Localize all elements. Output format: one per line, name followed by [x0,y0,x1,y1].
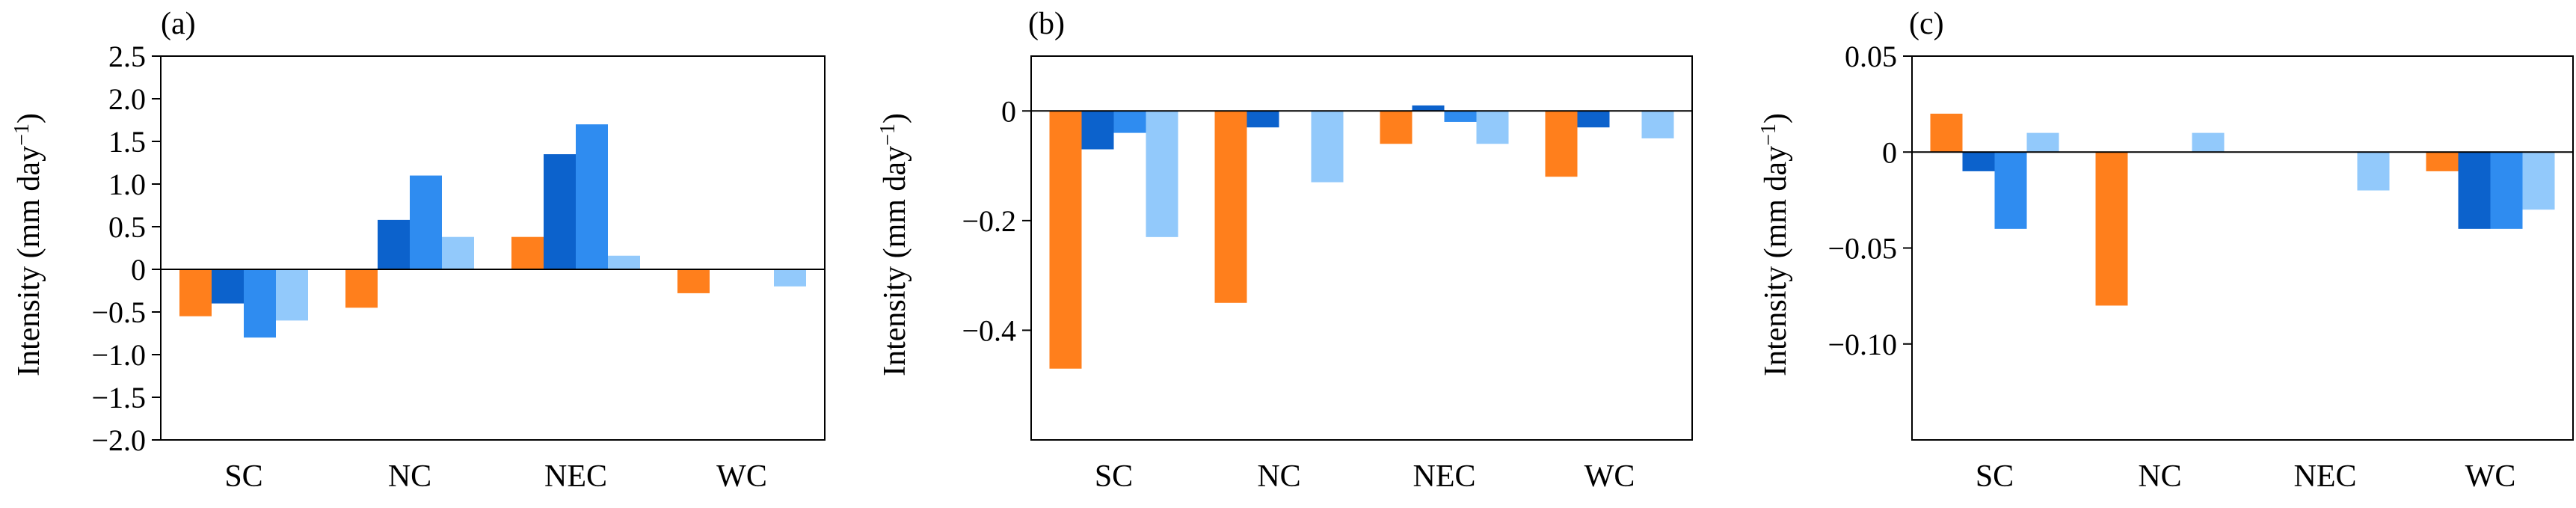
y-tick-label: −0.4 [962,313,1016,347]
plot-frame [160,55,826,441]
bar [1311,111,1344,183]
bar [1380,111,1413,144]
bar [1962,152,1995,171]
y-tick-label: −0.2 [962,204,1016,238]
bar [2426,152,2459,171]
y-tick-label: 0.05 [1845,40,1897,73]
bar [2522,152,2555,210]
bars [1049,105,1674,369]
bar [442,236,474,269]
y-tick-label: 0.5 [108,210,146,244]
y-tick-label: 2.0 [108,82,146,116]
bar [276,269,308,321]
x-tick-label: WC [716,459,767,494]
y-tick-label: −2.0 [91,423,146,457]
x-tick-label: NC [388,459,431,494]
y-axis-title: Intensity (mm day−1) [1757,113,1793,376]
bar [544,154,576,269]
bar [2095,152,2128,306]
bar [345,269,378,308]
bar [774,269,806,287]
bar [1146,111,1178,237]
bar [1994,152,2027,229]
bar [179,269,212,316]
bar [677,269,710,293]
x-tick-labels: SC NC NEC WC [1095,459,1635,494]
y-tick-label: 0 [1001,94,1016,128]
panel-a: (a) Intensity (mm day−1) −2.0 −1.5 −1.0 −0.… [10,7,826,494]
bar [1444,111,1477,122]
bar [378,219,410,269]
bar [1246,111,1279,128]
bar [1476,111,1509,144]
bar [244,269,276,338]
bar [2192,132,2225,153]
y-tick-label: 1.0 [108,168,146,201]
x-tick-label: SC [1095,459,1133,494]
y-ticks: −2.0 −1.5 −1.0 −0.5 0 0.5 1.0 1.5 2.0 2.5 [91,40,161,457]
bars [1930,113,2555,306]
bar [410,175,442,269]
bar [1049,111,1082,369]
x-tick-label: NEC [2294,459,2357,494]
panel-c: (c) Intensity (mm day−1) −0.10 −0.05 0 0.05… [1757,7,2574,494]
x-tick-label: NEC [544,459,607,494]
panel-label: (c) [1909,7,1944,41]
bar [2026,132,2059,153]
x-tick-label: NC [2138,459,2181,494]
plot-frame [1911,55,2574,441]
x-tick-label: SC [1976,459,2014,494]
bar [608,255,640,269]
bar [2357,152,2390,191]
y-tick-label: −1.5 [91,381,146,414]
y-ticks: −0.4 −0.2 0 [962,94,1031,347]
panel-b: (b) Intensity (mm day−1) −0.4 −0.2 0 SC NC N… [876,7,1693,494]
x-tick-label: WC [1584,459,1635,494]
x-tick-label: WC [2465,459,2516,494]
y-tick-label: −0.5 [91,296,146,329]
x-tick-labels: SC NC NEC WC [224,459,767,494]
y-axis-title: Intensity (mm day−1) [876,113,912,376]
y-ticks: −0.10 −0.05 0 0.05 [1828,40,1912,361]
panel-label: (a) [161,7,196,41]
y-tick-label: 2.5 [108,40,146,73]
bars [179,124,806,338]
bar [1577,111,1610,128]
bar [212,269,244,304]
bar [1081,111,1114,150]
bar [2458,152,2491,229]
bar [1214,111,1247,303]
bar [2490,152,2523,229]
x-tick-label: SC [224,459,262,494]
x-tick-label: NEC [1413,459,1476,494]
y-axis-title: Intensity (mm day−1) [10,113,46,376]
bar [1641,111,1674,138]
x-tick-label: NC [1257,459,1300,494]
y-tick-label: −0.05 [1828,232,1897,266]
y-tick-label: 0 [1882,135,1897,169]
plot-frame [1030,55,1693,441]
x-tick-labels: SC NC NEC WC [1976,459,2516,494]
y-tick-label: −0.10 [1828,328,1897,361]
bar [511,236,544,269]
y-tick-label: −1.0 [91,338,146,372]
bar [1930,113,1963,153]
y-tick-label: 1.5 [108,125,146,159]
bar [1113,111,1146,133]
y-tick-label: 0 [131,253,146,287]
bar [576,124,608,269]
panel-label: (b) [1028,7,1065,41]
bar [1545,111,1578,177]
bar [1412,105,1445,111]
